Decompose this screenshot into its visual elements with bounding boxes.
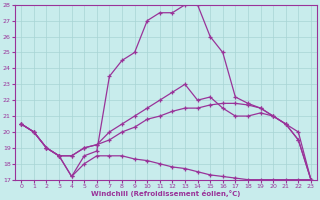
- X-axis label: Windchill (Refroidissement éolien,°C): Windchill (Refroidissement éolien,°C): [92, 190, 241, 197]
